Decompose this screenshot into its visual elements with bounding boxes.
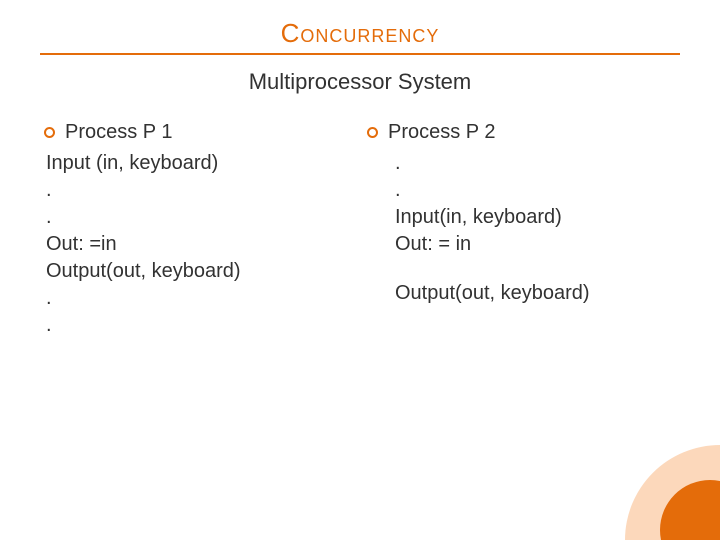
title-rule bbox=[40, 53, 680, 55]
page-title: Concurrency bbox=[40, 18, 680, 49]
code-line: Out: =in bbox=[46, 231, 357, 258]
code-line: Output(out, keyboard) bbox=[395, 280, 680, 307]
code-line bbox=[395, 258, 680, 280]
code-line: . bbox=[46, 177, 357, 204]
process-p1-body: Input (in, keyboard)..Out: =inOutput(out… bbox=[44, 150, 357, 339]
right-column: Process P 2 ..Input(in, keyboard)Out: = … bbox=[357, 121, 680, 339]
process-p1-heading: Process P 1 bbox=[44, 121, 357, 144]
code-line: . bbox=[46, 312, 357, 339]
left-column: Process P 1 Input (in, keyboard)..Out: =… bbox=[40, 121, 357, 339]
code-line: . bbox=[46, 204, 357, 231]
slide: Concurrency Multiprocessor System Proces… bbox=[0, 0, 720, 540]
code-line: . bbox=[395, 150, 680, 177]
columns: Process P 1 Input (in, keyboard)..Out: =… bbox=[40, 121, 680, 339]
bullet-icon bbox=[367, 127, 378, 138]
code-line: Out: = in bbox=[395, 231, 680, 258]
code-line: Input (in, keyboard) bbox=[46, 150, 357, 177]
bullet-icon bbox=[44, 127, 55, 138]
code-line: . bbox=[395, 177, 680, 204]
subtitle: Multiprocessor System bbox=[40, 69, 680, 95]
process-p2-body: ..Input(in, keyboard)Out: = in Output(ou… bbox=[367, 150, 680, 307]
process-p2-label: Process P 2 bbox=[388, 121, 495, 144]
code-line: Input(in, keyboard) bbox=[395, 204, 680, 231]
code-line: Output(out, keyboard) bbox=[46, 258, 357, 285]
code-line: . bbox=[46, 285, 357, 312]
process-p1-label: Process P 1 bbox=[65, 121, 172, 144]
process-p2-heading: Process P 2 bbox=[367, 121, 680, 144]
